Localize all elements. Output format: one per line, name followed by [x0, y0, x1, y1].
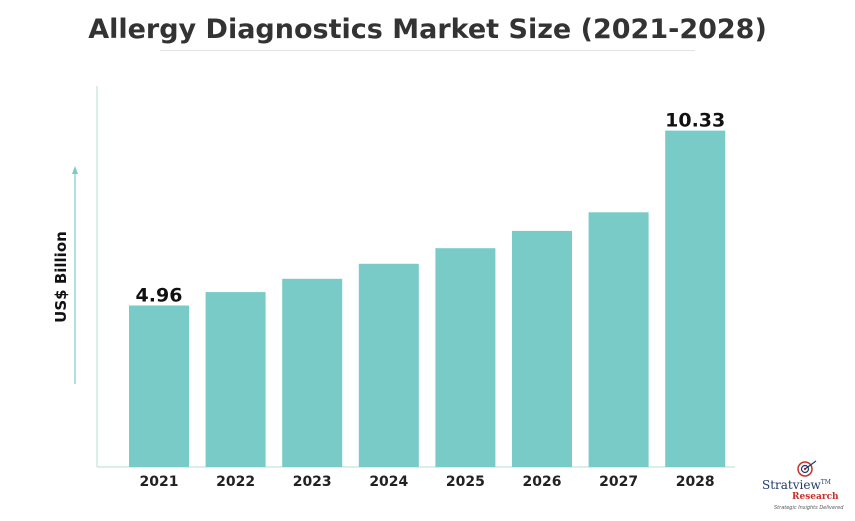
x-tick-label-2026: 2026 — [523, 474, 562, 490]
y-axis-label: US$ Billion — [52, 231, 70, 323]
stratview-logo: StratviewTM Research Strategic Insights … — [758, 458, 850, 516]
x-tick-label-2023: 2023 — [293, 474, 332, 490]
bar-2028 — [665, 130, 726, 467]
x-tick-label-2027: 2027 — [599, 474, 638, 490]
target-icon — [797, 460, 817, 477]
bar-2027 — [588, 212, 649, 467]
x-tick-label-2028: 2028 — [676, 474, 715, 490]
bar-2024 — [358, 263, 419, 467]
data-label-2021: 4.96 — [136, 285, 183, 307]
data-label-2028: 10.33 — [665, 110, 725, 132]
bar-2021 — [129, 305, 189, 467]
x-tick-label-2025: 2025 — [446, 474, 485, 490]
y-axis-arrow-head — [72, 166, 78, 174]
chart-title: Allergy Diagnostics Market Size (2021-20… — [88, 14, 767, 45]
bar-2026 — [512, 230, 572, 467]
title-divider — [160, 50, 695, 51]
logo-tagline: Strategic Insights Delivered — [774, 505, 844, 511]
bar-2025 — [435, 248, 496, 467]
bar-2023 — [282, 278, 343, 467]
logo-name: StratviewTM — [762, 478, 831, 492]
logo-research: Research — [792, 492, 839, 502]
x-tick-label-2022: 2022 — [216, 474, 255, 490]
x-tick-label-2021: 2021 — [140, 474, 179, 490]
x-tick-label-2024: 2024 — [369, 474, 408, 490]
bar-2022 — [205, 292, 266, 467]
